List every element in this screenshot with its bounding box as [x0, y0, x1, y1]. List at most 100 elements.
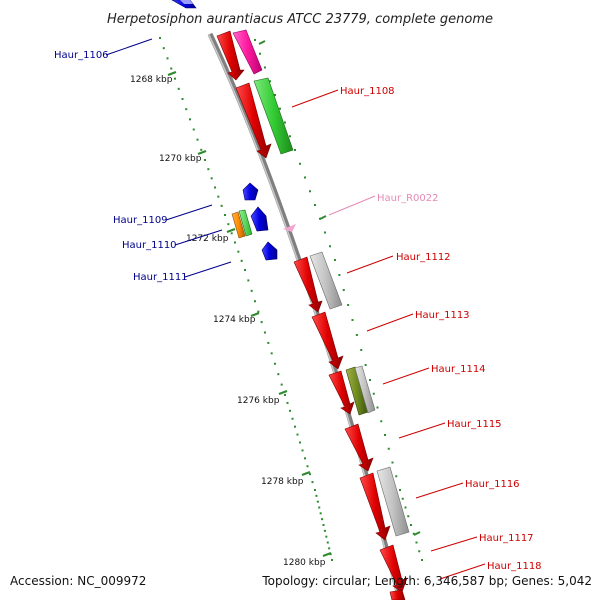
- topology-text: Topology: circular; Length: 6,346,587 bp…: [262, 574, 592, 588]
- outer-guide-dot: [401, 497, 404, 500]
- ruler-dot: [210, 177, 213, 180]
- gene-label[interactable]: Haur_1116: [465, 479, 520, 490]
- gene-arrow-haur-1111[interactable]: [261, 241, 278, 261]
- outer-guide-dot: [351, 319, 354, 321]
- outer-guide-dot: [338, 274, 341, 276]
- ruler-dot: [247, 279, 250, 282]
- outer-guide-dot: [329, 245, 331, 248]
- outer-guide-dot: [347, 304, 350, 306]
- gene-label-leader: [328, 195, 376, 216]
- ruler-tick: [250, 311, 260, 318]
- gene-arrow-green[interactable]: [253, 77, 294, 155]
- ruler-dot: [315, 494, 318, 497]
- gene-label[interactable]: Haur_R0022: [377, 193, 439, 204]
- ruler-dot: [314, 489, 316, 491]
- gene-arrow-haur-1109[interactable]: [242, 182, 259, 201]
- gene-label-leader: [105, 38, 153, 56]
- gene-label-leader: [430, 536, 478, 552]
- gene-label[interactable]: Haur_1113: [415, 310, 470, 321]
- outer-guide-dot: [289, 135, 291, 138]
- gene-label-leader: [291, 89, 339, 108]
- outer-guide-dot: [342, 289, 345, 291]
- outer-guide-dot: [418, 550, 421, 553]
- outer-guide-dot: [259, 52, 261, 55]
- ruler-tick: [301, 470, 311, 477]
- ruler-dot: [260, 321, 263, 324]
- gene-arrow-haur-1110[interactable]: [238, 209, 253, 237]
- ruler-dot: [267, 341, 270, 344]
- ruler-dot: [264, 331, 266, 334]
- outer-guide-dot: [399, 489, 401, 491]
- ruler-dot: [319, 512, 322, 515]
- accession-text: Accession: NC_009972: [10, 574, 147, 588]
- gene-label[interactable]: Haur_1111: [133, 272, 188, 283]
- ruler-tick-label: 1280 kbp: [283, 558, 326, 568]
- gene-label[interactable]: Haur_1117: [479, 533, 534, 544]
- outer-guide-dot: [304, 176, 306, 179]
- ruler-dot: [250, 289, 253, 292]
- gene-arrow-grey-2[interactable]: [354, 365, 376, 414]
- gene-arrow-haur-1114[interactable]: [328, 370, 355, 415]
- gene-label[interactable]: Haur_1110: [122, 240, 177, 251]
- ruler-dot: [306, 465, 309, 468]
- gene-arrow-grey-1[interactable]: [309, 251, 343, 310]
- gene-label[interactable]: Haur_1118: [487, 561, 542, 572]
- outer-guide-dot: [369, 379, 371, 381]
- ruler-dot: [204, 159, 206, 161]
- ruler-dot: [207, 168, 210, 171]
- gene-arrow-haur-1115[interactable]: [344, 423, 374, 472]
- gene-arrow-haur-1113[interactable]: [311, 311, 344, 370]
- gene-label-leader: [366, 313, 414, 332]
- outer-guide-dot: [391, 461, 394, 464]
- ruler-dot: [166, 57, 169, 60]
- outer-guide-dot: [279, 107, 281, 110]
- gene-label-leader: [398, 422, 446, 439]
- gene-label[interactable]: Haur_1114: [431, 364, 486, 375]
- gene-arrow-haur-1118[interactable]: [389, 589, 406, 600]
- gene-label[interactable]: Haur_1115: [447, 419, 502, 430]
- gene-label-leader: [346, 255, 394, 274]
- ruler-dot: [234, 241, 236, 244]
- ruler-dot: [274, 362, 276, 365]
- outer-guide-dot: [376, 406, 379, 409]
- outer-guide-dot: [415, 541, 418, 544]
- gene-arrow-haur-1117[interactable]: [379, 544, 408, 593]
- ruler-dot: [296, 433, 299, 436]
- ruler-dot: [277, 373, 280, 376]
- gene-label-leader: [382, 367, 430, 385]
- ruler-dot: [170, 67, 173, 70]
- gene-arrow-grey-3[interactable]: [376, 466, 410, 537]
- gene-arrow-haur-1108[interactable]: [235, 82, 272, 159]
- ruler-dot: [192, 128, 195, 131]
- gene-arrow-pink[interactable]: [232, 29, 263, 75]
- gene-arrow-red-a[interactable]: [216, 30, 245, 81]
- gene-label[interactable]: Haur_1109: [113, 215, 168, 226]
- rna-feature-haur-r0022[interactable]: [283, 224, 296, 232]
- ruler-dot: [181, 98, 184, 100]
- gene-arrow-orange[interactable]: [231, 211, 246, 239]
- ruler-dot: [240, 259, 243, 262]
- gene-label[interactable]: Haur_1112: [396, 252, 451, 263]
- outer-guide-dot: [264, 66, 266, 69]
- outer-guide-dot: [314, 204, 316, 206]
- outer-dotted-guide: [254, 39, 423, 561]
- gene-arrow-haur-1116[interactable]: [359, 472, 391, 541]
- ruler-dot: [270, 352, 273, 355]
- gene-arrow-blue-mid[interactable]: [250, 206, 269, 232]
- ruler-tick: [167, 70, 177, 77]
- ruler-dot: [177, 87, 180, 90]
- gene-label-leader: [439, 563, 486, 580]
- ruler-dot: [294, 425, 296, 428]
- outer-guide-dot: [299, 162, 301, 165]
- gene-arrow-haur-1106-part[interactable]: [180, 0, 193, 4]
- outer-guide-dot: [380, 420, 383, 423]
- map-title: Herpetosiphon aurantiacus ATCC 23779, co…: [107, 12, 493, 27]
- gene-label[interactable]: Haur_1108: [340, 86, 395, 97]
- ruler-dot: [227, 223, 230, 226]
- gene-label-leader: [184, 261, 232, 278]
- kbp-ruler: 1268 kbp 1270 kbp 1272 kbp 1274 kbp 1276 kbp…: [130, 37, 333, 568]
- ruler-dot: [322, 524, 325, 526]
- gene-label[interactable]: Haur_1106: [54, 50, 109, 61]
- gene-arrow-haur-1112[interactable]: [293, 256, 323, 313]
- outer-guide-dot: [334, 259, 336, 261]
